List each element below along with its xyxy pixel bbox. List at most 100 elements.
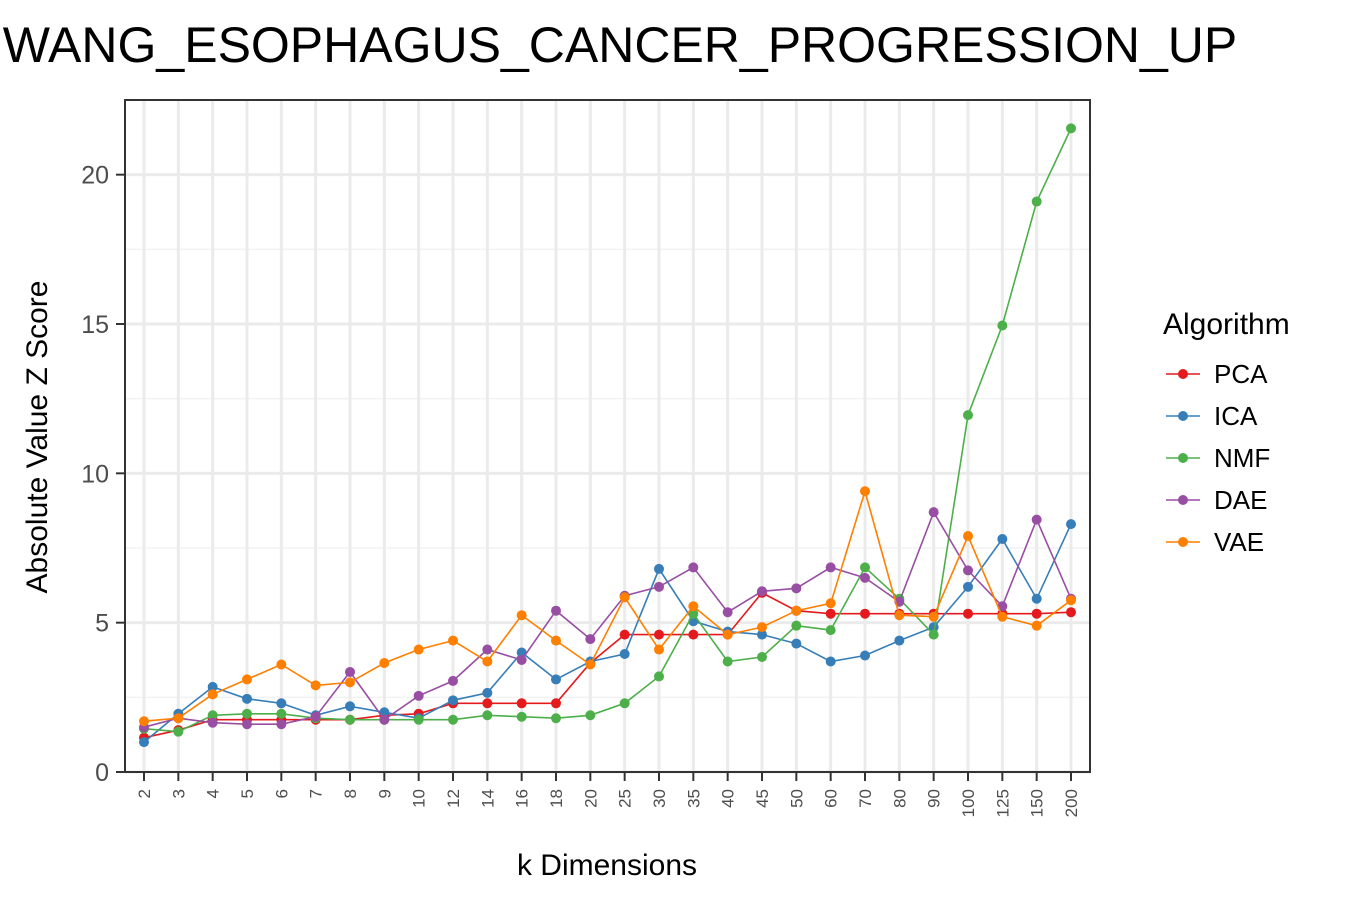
x-tick-label: 16	[513, 789, 532, 808]
data-point-vae	[619, 592, 630, 603]
x-tick-label: 6	[272, 789, 291, 798]
data-point-ica	[860, 650, 870, 661]
data-point-dae	[448, 675, 458, 686]
y-tick-label: 5	[95, 610, 109, 638]
legend-item-ica: ICA	[1166, 401, 1258, 431]
data-point-vae	[516, 610, 527, 621]
x-tick-label: 30	[650, 789, 669, 808]
data-point-vae	[1066, 595, 1076, 606]
data-point-vae	[345, 677, 355, 688]
data-point-dae	[276, 719, 287, 730]
data-point-dae	[688, 562, 699, 573]
x-tick-label: 12	[444, 789, 463, 808]
legend-item-nmf: NMF	[1166, 443, 1270, 473]
data-point-ica	[757, 629, 767, 640]
data-point-nmf	[928, 629, 939, 640]
x-tick-label: 60	[822, 789, 841, 808]
data-point-ica	[963, 581, 973, 592]
data-point-nmf	[825, 625, 836, 636]
data-point-dae	[860, 572, 870, 583]
series-line-vae	[143, 488, 1072, 722]
data-point-dae	[791, 583, 802, 594]
data-point-vae	[413, 644, 424, 655]
data-point-dae	[928, 507, 939, 518]
data-point-ica	[345, 701, 355, 712]
legend-key-point	[1178, 369, 1188, 379]
series-dae	[139, 507, 1076, 733]
legend-key-point	[1178, 411, 1188, 421]
data-point-vae	[482, 656, 493, 667]
x-tick-label: 45	[753, 789, 772, 808]
legend-item-pca: PCA	[1166, 359, 1268, 389]
data-point-dae	[482, 644, 493, 655]
data-point-nmf	[654, 671, 664, 682]
data-point-vae	[207, 689, 218, 700]
data-point-vae	[379, 657, 390, 668]
data-point-dae	[310, 711, 321, 722]
data-point-ica	[139, 737, 149, 748]
panel-border	[124, 99, 1091, 773]
data-point-vae	[722, 629, 733, 640]
data-point-vae	[448, 635, 458, 646]
x-tick-label: 9	[375, 789, 394, 798]
data-point-nmf	[1031, 196, 1042, 207]
data-point-vae	[757, 622, 767, 633]
data-point-ica	[516, 647, 527, 658]
legend-key-point	[1178, 495, 1188, 505]
x-tick-label: 7	[307, 789, 326, 798]
series-layer	[139, 123, 1076, 748]
data-point-ica	[894, 635, 905, 646]
series-line-ica	[143, 523, 1072, 743]
x-tick-label: 8	[341, 789, 360, 798]
data-point-dae	[997, 601, 1008, 612]
data-point-vae	[242, 674, 252, 685]
legend-item-vae: VAE	[1166, 527, 1264, 557]
data-point-nmf	[345, 714, 355, 725]
data-point-pca	[688, 629, 699, 640]
data-point-nmf	[791, 620, 802, 631]
data-point-nmf	[276, 708, 287, 719]
series-nmf	[139, 123, 1076, 737]
data-point-pca	[482, 698, 493, 709]
legend-label: VAE	[1214, 527, 1264, 557]
data-point-vae	[928, 611, 939, 622]
data-point-dae	[1031, 514, 1042, 525]
legend-title: Algorithm	[1163, 308, 1290, 341]
legend-items: PCA ICA NMF DAE VAE	[1166, 359, 1270, 557]
data-point-ica	[791, 638, 802, 649]
data-point-nmf	[860, 562, 870, 573]
data-point-dae	[825, 562, 836, 573]
x-tick-label: 50	[787, 789, 806, 808]
data-point-vae	[1031, 620, 1042, 631]
data-point-nmf	[757, 652, 767, 663]
data-point-vae	[860, 486, 870, 497]
y-tick-label: 15	[81, 311, 109, 339]
data-point-dae	[585, 634, 596, 645]
y-tick-label: 20	[81, 162, 109, 190]
data-point-ica	[1066, 519, 1076, 530]
data-point-vae	[173, 713, 184, 724]
data-point-nmf	[413, 714, 424, 725]
legend-label: DAE	[1214, 485, 1267, 515]
series-vae	[139, 486, 1076, 727]
data-point-ica	[619, 649, 630, 660]
data-point-nmf	[242, 708, 252, 719]
data-point-nmf	[551, 713, 561, 724]
data-point-ica	[379, 707, 390, 718]
x-tick-label: 20	[581, 789, 600, 808]
data-point-pca	[1031, 608, 1042, 619]
data-point-nmf	[482, 710, 493, 721]
data-point-pca	[551, 698, 561, 709]
data-point-nmf	[516, 711, 527, 722]
data-point-vae	[585, 659, 596, 670]
chart-title: WANG_ESOPHAGUS_CANCER_PROGRESSION_UP	[3, 17, 1238, 73]
data-point-ica	[242, 693, 252, 704]
y-tick-label: 10	[81, 460, 109, 488]
y-tick-label: 0	[95, 759, 109, 787]
data-point-dae	[551, 605, 561, 616]
data-point-nmf	[688, 608, 699, 619]
data-point-dae	[379, 714, 390, 725]
grid	[125, 100, 1090, 774]
data-point-ica	[997, 534, 1008, 545]
